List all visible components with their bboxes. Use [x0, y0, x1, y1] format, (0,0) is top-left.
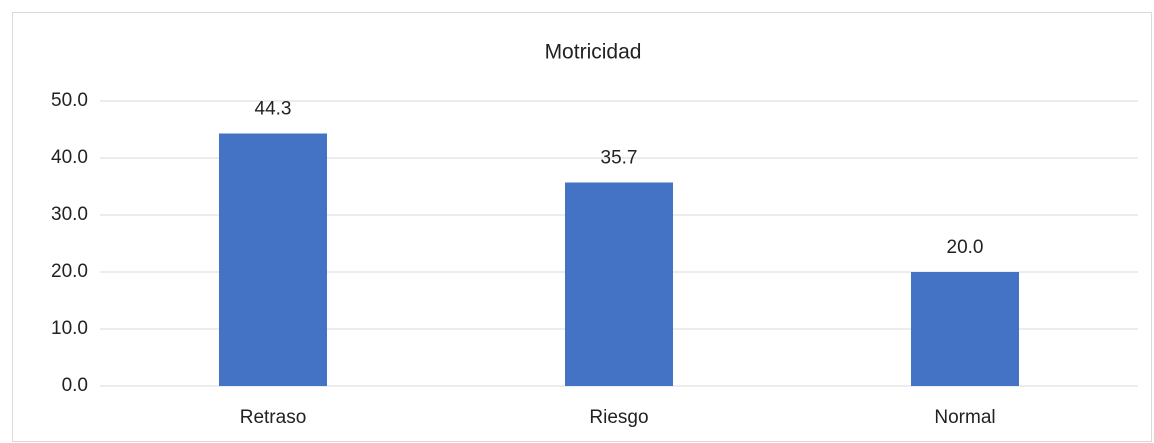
bar — [911, 272, 1019, 386]
x-tick-label: Riesgo — [589, 407, 648, 428]
x-tick-label: Retraso — [240, 407, 307, 428]
data-label: 35.7 — [601, 148, 638, 169]
chart-title: Motricidad — [545, 41, 642, 64]
bar — [219, 133, 327, 386]
data-label: 20.0 — [947, 237, 984, 258]
y-tick-label: 40.0 — [51, 147, 88, 168]
y-tick-label: 0.0 — [62, 375, 88, 396]
y-tick-label: 20.0 — [51, 261, 88, 282]
data-label: 44.3 — [255, 99, 292, 120]
x-tick-label: Normal — [934, 407, 995, 428]
y-tick-label: 30.0 — [51, 204, 88, 225]
y-tick-label: 10.0 — [51, 318, 88, 339]
bar — [565, 182, 673, 386]
y-tick-label: 50.0 — [51, 90, 88, 111]
